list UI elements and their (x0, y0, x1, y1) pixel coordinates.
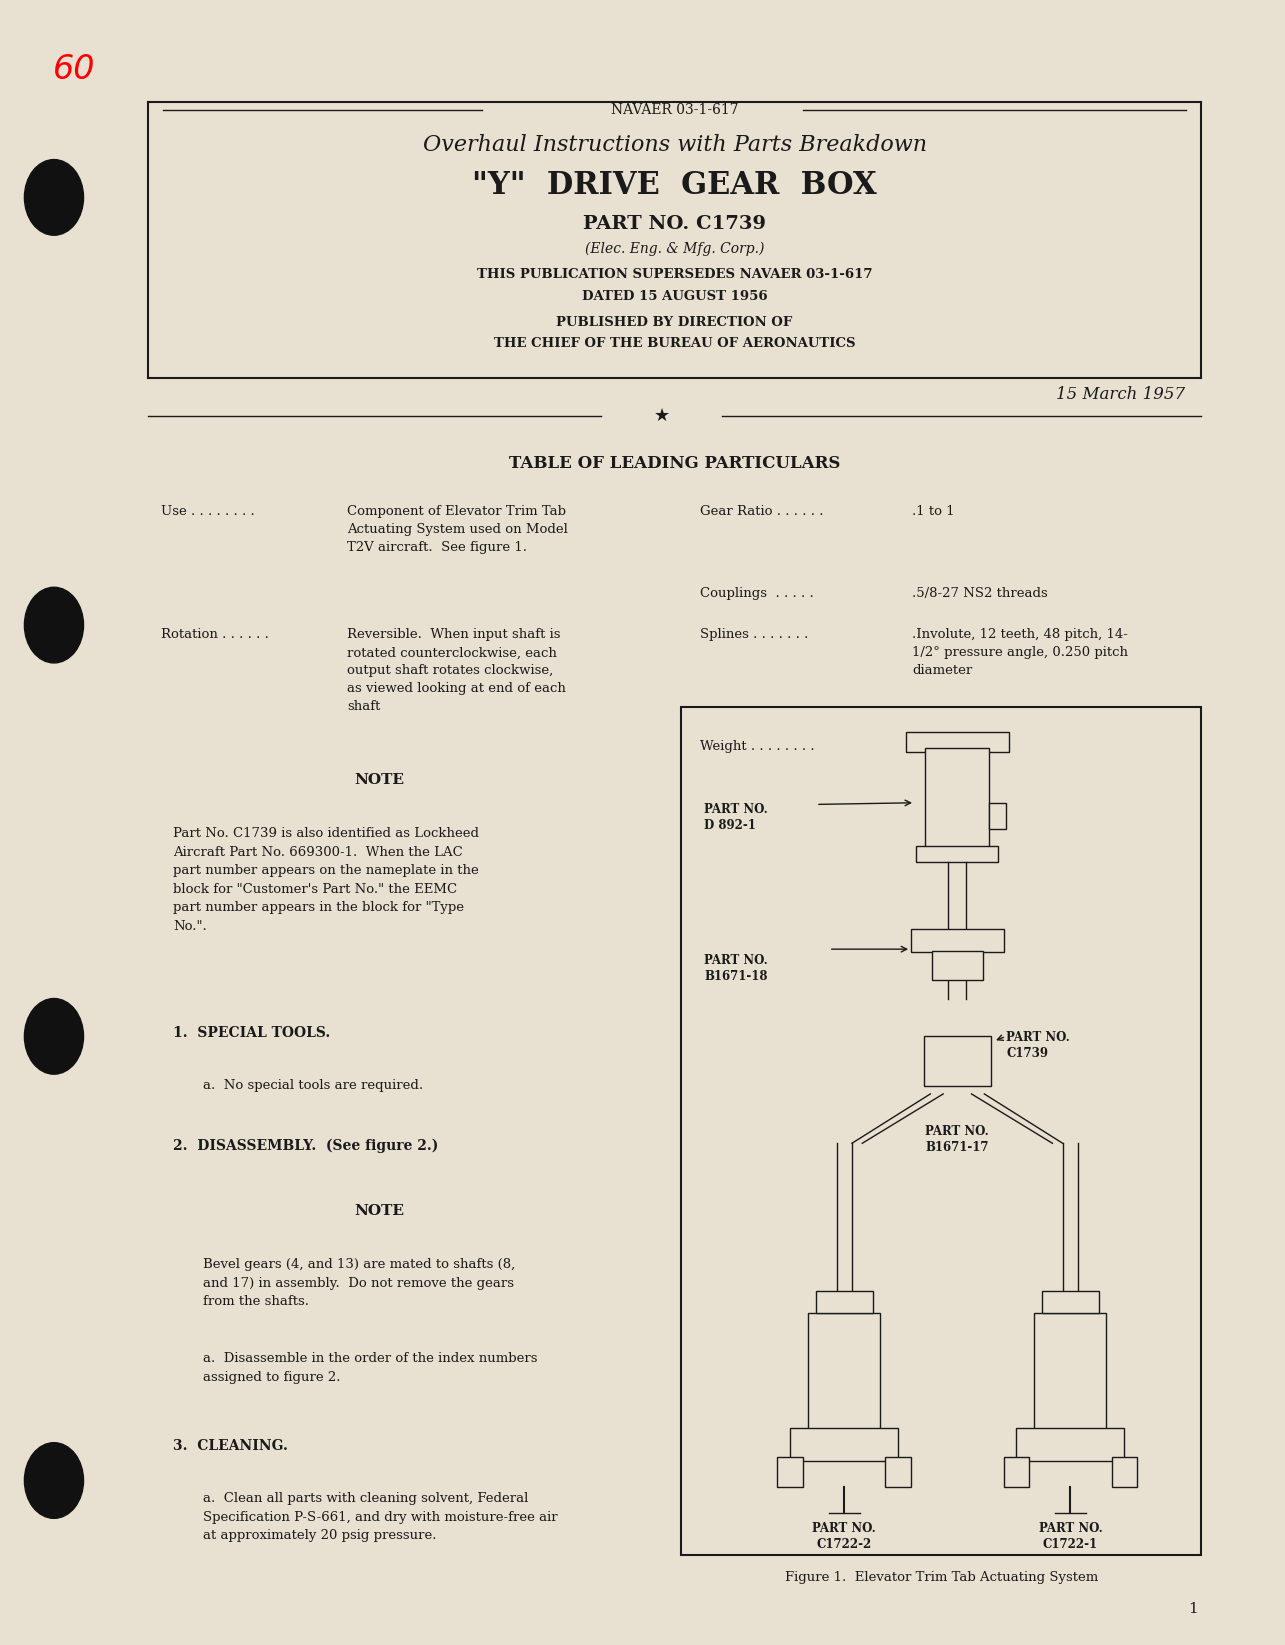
Text: "Y"  DRIVE  GEAR  BOX: "Y" DRIVE GEAR BOX (473, 171, 876, 201)
Text: THIS PUBLICATION SUPERSEDES NAVAER 03-1-617: THIS PUBLICATION SUPERSEDES NAVAER 03-1-… (477, 268, 873, 281)
Bar (777, 1457, 803, 1487)
Text: Bevel gears (4, and 13) are mated to shafts (8,
and 17) in assembly.  Do not rem: Bevel gears (4, and 13) are mated to sha… (203, 1258, 515, 1308)
Bar (816, 1291, 873, 1313)
Bar (925, 748, 989, 850)
Text: PART NO.
C1739: PART NO. C1739 (1006, 1031, 1070, 1061)
Text: Figure 1.  Elevator Trim Tab Actuating System: Figure 1. Elevator Trim Tab Actuating Sy… (785, 1571, 1097, 1584)
Text: PART NO.
B1671-18: PART NO. B1671-18 (704, 954, 768, 984)
Bar (1034, 1313, 1106, 1431)
Bar (932, 951, 983, 980)
Text: .Involute, 12 teeth, 48 pitch, 14-
1/2° pressure angle, 0.250 pitch
diameter: .Involute, 12 teeth, 48 pitch, 14- 1/2° … (912, 628, 1128, 678)
Text: .14-1/4 oz: .14-1/4 oz (912, 740, 978, 753)
Text: 15 March 1957: 15 March 1957 (1056, 387, 1185, 403)
Bar (1042, 1291, 1099, 1313)
Circle shape (24, 160, 84, 235)
Text: 1.  SPECIAL TOOLS.: 1. SPECIAL TOOLS. (173, 1026, 330, 1041)
Circle shape (24, 587, 84, 663)
Bar (681, 707, 1201, 1555)
Bar (906, 732, 1009, 752)
Bar (924, 1036, 991, 1086)
Text: 60: 60 (53, 53, 96, 86)
Bar (1004, 1457, 1029, 1487)
Text: 3.  CLEANING.: 3. CLEANING. (173, 1439, 288, 1454)
Text: a.  Clean all parts with cleaning solvent, Federal
Specification P-S-661, and dr: a. Clean all parts with cleaning solvent… (203, 1492, 558, 1541)
Text: a.  No special tools are required.: a. No special tools are required. (203, 1079, 423, 1092)
Bar (808, 1313, 880, 1431)
Text: Weight . . . . . . . .: Weight . . . . . . . . (700, 740, 815, 753)
Text: THE CHIEF OF THE BUREAU OF AERONAUTICS: THE CHIEF OF THE BUREAU OF AERONAUTICS (493, 337, 856, 350)
Circle shape (24, 999, 84, 1074)
Text: PART NO.
C1722-2: PART NO. C1722-2 (812, 1522, 876, 1551)
Text: PART NO.
D 892-1: PART NO. D 892-1 (704, 803, 768, 832)
Text: Component of Elevator Trim Tab
Actuating System used on Model
T2V aircraft.  See: Component of Elevator Trim Tab Actuating… (347, 505, 568, 554)
Text: .1 to 1: .1 to 1 (912, 505, 955, 518)
Bar (916, 846, 998, 862)
Text: (Elec. Eng. & Mfg. Corp.): (Elec. Eng. & Mfg. Corp.) (585, 242, 765, 255)
Bar (911, 929, 1004, 952)
Bar (1112, 1457, 1137, 1487)
Bar (790, 1428, 898, 1461)
Text: 2.  DISASSEMBLY.  (See figure 2.): 2. DISASSEMBLY. (See figure 2.) (173, 1138, 439, 1153)
Text: Reversible.  When input shaft is
rotated counterclockwise, each
output shaft rot: Reversible. When input shaft is rotated … (347, 628, 565, 714)
Text: 1: 1 (1187, 1602, 1198, 1615)
Circle shape (24, 1443, 84, 1518)
Text: Couplings  . . . . .: Couplings . . . . . (700, 587, 815, 600)
Text: PART NO.
C1722-1: PART NO. C1722-1 (1038, 1522, 1103, 1551)
Text: PART NO. C1739: PART NO. C1739 (583, 215, 766, 232)
Bar (885, 1457, 911, 1487)
Text: .5/8-27 NS2 threads: .5/8-27 NS2 threads (912, 587, 1049, 600)
Bar (989, 803, 1006, 829)
Text: Gear Ratio . . . . . .: Gear Ratio . . . . . . (700, 505, 824, 518)
Text: a.  Disassemble in the order of the index numbers
assigned to figure 2.: a. Disassemble in the order of the index… (203, 1352, 537, 1383)
Text: NAVAER 03-1-617: NAVAER 03-1-617 (610, 104, 739, 117)
Text: PUBLISHED BY DIRECTION OF: PUBLISHED BY DIRECTION OF (556, 316, 793, 329)
Text: Rotation . . . . . .: Rotation . . . . . . (161, 628, 269, 642)
Text: TABLE OF LEADING PARTICULARS: TABLE OF LEADING PARTICULARS (509, 456, 840, 472)
Text: Splines . . . . . . .: Splines . . . . . . . (700, 628, 808, 642)
Text: Use . . . . . . . .: Use . . . . . . . . (161, 505, 254, 518)
Text: Overhaul Instructions with Parts Breakdown: Overhaul Instructions with Parts Breakdo… (423, 133, 926, 156)
Text: NOTE: NOTE (355, 773, 403, 788)
Bar (1016, 1428, 1124, 1461)
Text: PART NO.
B1671-17: PART NO. B1671-17 (925, 1125, 989, 1155)
Text: Part No. C1739 is also identified as Lockheed
Aircraft Part No. 669300-1.  When : Part No. C1739 is also identified as Loc… (173, 827, 479, 933)
Text: ★: ★ (654, 408, 669, 424)
Text: NOTE: NOTE (355, 1204, 403, 1219)
Text: DATED 15 AUGUST 1956: DATED 15 AUGUST 1956 (582, 290, 767, 303)
